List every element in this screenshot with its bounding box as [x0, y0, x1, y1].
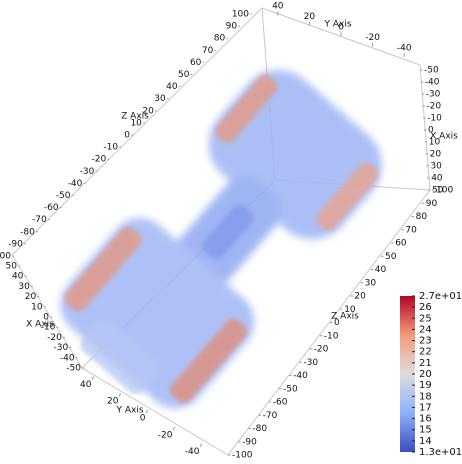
tick-mark — [173, 427, 174, 430]
tick-label: 0 — [428, 126, 434, 136]
tick-label: 0 — [140, 414, 146, 424]
tick-label: -70 — [263, 411, 278, 421]
tick-label: 80 — [214, 34, 226, 44]
colorbar-label: 22 — [419, 347, 432, 358]
colorbar-label: 18 — [419, 391, 432, 402]
tick-mark — [146, 410, 147, 413]
tick-label: -20 — [91, 155, 106, 165]
tick-label: -90 — [242, 437, 257, 447]
tick-label: -40 — [397, 43, 412, 53]
tick-label: 0 — [43, 313, 49, 323]
tick-label: -30 — [53, 343, 68, 353]
tick-label: 40 — [431, 174, 443, 184]
tick-label: 20 — [354, 292, 366, 302]
tick-label: 60 — [395, 239, 407, 249]
tick-label: -60 — [273, 398, 288, 408]
tick-label: 20 — [304, 12, 316, 22]
tick-label: -90 — [8, 239, 23, 249]
tick-label: -20 — [158, 430, 173, 440]
colorbar-label: 24 — [419, 324, 432, 335]
tick-label: 50 — [6, 262, 18, 272]
colorbar-label: 17 — [419, 402, 432, 413]
tick-label: 10 — [31, 302, 43, 312]
tick-label: 40 — [12, 272, 24, 282]
tick-label: 30 — [154, 94, 166, 104]
tick-label: 90 — [426, 199, 438, 209]
tick-label: -40 — [60, 353, 75, 363]
tick-label: -10 — [324, 331, 339, 341]
tick-label: 30 — [430, 162, 442, 172]
tick-label: 30 — [365, 278, 377, 288]
tick-label: 40 — [80, 380, 92, 390]
tick-label: -100 — [0, 252, 11, 262]
tick-label: -60 — [44, 203, 59, 213]
tick-label: -40 — [185, 447, 200, 457]
colorbar-label: 2.7e+01 — [419, 291, 462, 302]
tick-label: 20 — [107, 397, 119, 407]
tick-label: 20 — [142, 106, 154, 116]
tick-label: 10 — [429, 138, 441, 148]
tick-label: 50 — [178, 70, 190, 80]
colorbar-label: 26 — [419, 302, 432, 313]
tick-label: -80 — [252, 424, 267, 434]
tick-label: 30 — [18, 282, 30, 292]
tick-label: 70 — [405, 225, 417, 235]
tick-label: -50 — [283, 384, 298, 394]
tick-label: 20 — [430, 150, 442, 160]
tick-label: -70 — [32, 215, 47, 225]
tick-label: -100 — [232, 451, 253, 461]
tick-label: -20 — [47, 333, 62, 343]
tick-label: -20 — [314, 345, 329, 355]
tick-label: 0 — [334, 318, 340, 328]
tick-label: 20 — [25, 292, 37, 302]
tick-label: 100 — [232, 10, 249, 20]
colorbar-label: 1.3e+01 — [419, 447, 462, 458]
tick-label: 100 — [436, 186, 453, 196]
tick-mark — [200, 444, 201, 447]
tick-label: -10 — [103, 143, 118, 153]
tick-mark — [119, 393, 120, 396]
colorbar-label: 15 — [419, 425, 432, 436]
tick-label: -10 — [41, 323, 56, 333]
render-view: Z Axis1009080706050403020100-10-20-30-40… — [0, 0, 462, 464]
tick-label: -30 — [80, 167, 95, 177]
tick-label: 90 — [226, 22, 238, 32]
tick-label: -30 — [303, 358, 318, 368]
tick-label: 0 — [124, 131, 130, 141]
tick-label: 0 — [338, 23, 344, 33]
tick-label: -80 — [20, 227, 35, 237]
tick-label: -40 — [68, 179, 83, 189]
tick-label: -40 — [293, 371, 308, 381]
tick-label: 40 — [272, 2, 284, 12]
tick-label: 80 — [416, 212, 428, 222]
tick-label: -20 — [426, 102, 441, 112]
tick-label: -50 — [66, 364, 81, 374]
colorbar-label: 21 — [419, 358, 432, 369]
colorbar-label: 16 — [419, 414, 432, 425]
tick-label: 70 — [202, 46, 214, 56]
tick-label: -10 — [427, 114, 442, 124]
tick-label: -40 — [425, 78, 440, 88]
tick-label: 10 — [344, 305, 356, 315]
tick-label: 60 — [190, 58, 202, 68]
tick-label: 40 — [375, 265, 387, 275]
volume — [42, 51, 401, 428]
tick-label: 40 — [166, 82, 178, 92]
tick-label: -30 — [426, 90, 441, 100]
colorbar-label: 23 — [419, 336, 432, 347]
colorbar-label: 19 — [419, 380, 432, 391]
tick-label: 10 — [130, 118, 142, 128]
tick-label: -20 — [365, 33, 380, 43]
colorbar-label: 14 — [419, 436, 432, 447]
tick-mark — [92, 376, 93, 379]
tick-label: -50 — [424, 66, 439, 76]
tick-label: -50 — [56, 191, 71, 201]
colorbar-label: 20 — [419, 369, 432, 380]
colorbar-label: 25 — [419, 313, 432, 324]
tick-label: 50 — [385, 252, 397, 262]
